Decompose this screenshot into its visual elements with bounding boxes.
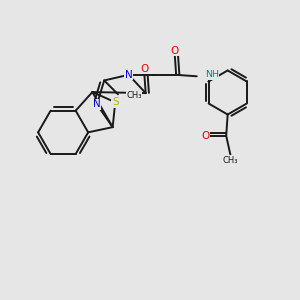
Text: O: O xyxy=(140,64,148,74)
Text: CH₃: CH₃ xyxy=(223,156,239,165)
Text: S: S xyxy=(112,97,119,107)
Text: O: O xyxy=(201,131,209,141)
Text: N: N xyxy=(125,70,133,80)
Text: O: O xyxy=(170,46,179,56)
Text: NH: NH xyxy=(205,70,219,79)
Text: CH₃: CH₃ xyxy=(126,91,142,100)
Text: N: N xyxy=(93,99,101,110)
